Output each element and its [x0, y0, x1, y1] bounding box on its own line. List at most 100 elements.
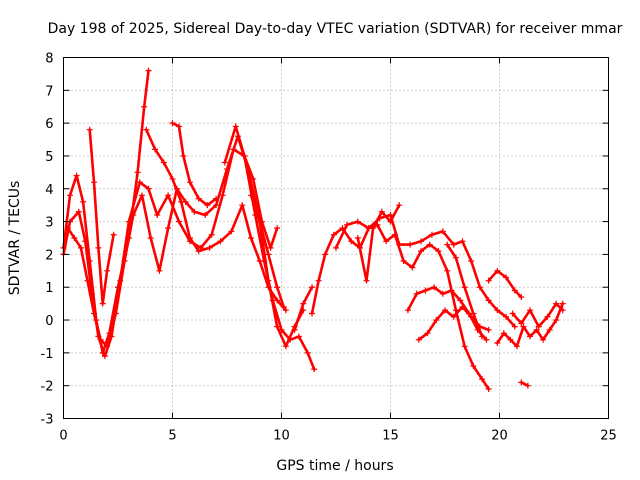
data-point	[553, 300, 560, 307]
data-point	[186, 235, 193, 241]
data-point	[84, 277, 91, 284]
data-point	[91, 310, 98, 317]
data-point	[433, 317, 440, 324]
data-point	[152, 146, 159, 153]
data-point	[404, 307, 411, 314]
data-point	[409, 264, 416, 271]
data-point	[147, 235, 154, 241]
data-point	[559, 307, 566, 314]
data-point	[459, 238, 466, 245]
data-point	[396, 241, 403, 248]
series-trace-19	[518, 379, 531, 389]
data-point	[208, 231, 215, 238]
data-point	[206, 244, 213, 251]
data-point	[540, 336, 547, 343]
data-point	[470, 310, 477, 317]
data-point	[186, 179, 193, 186]
x-tick-label: 5	[168, 429, 176, 444]
data-point	[333, 244, 339, 251]
data-point	[485, 326, 492, 333]
data-point	[470, 362, 477, 369]
data-point	[165, 225, 172, 232]
data-point	[280, 303, 287, 310]
data-point	[348, 238, 355, 245]
x-axis-label: GPS time / hours	[276, 458, 393, 474]
data-point	[169, 120, 176, 127]
data-point	[121, 257, 128, 264]
data-layer	[60, 67, 566, 392]
data-point	[363, 277, 370, 284]
data-point	[156, 267, 163, 274]
data-point	[224, 166, 230, 173]
data-point	[407, 241, 414, 248]
series-trace-7	[221, 123, 281, 251]
data-point	[176, 218, 183, 225]
data-point	[418, 248, 425, 255]
data-point	[232, 123, 239, 130]
y-tick-label: -3	[41, 413, 54, 428]
data-point	[544, 313, 551, 320]
data-point	[309, 310, 316, 317]
data-point	[165, 192, 172, 199]
data-point	[204, 202, 211, 209]
y-axis-label: SDTVAR / TECUs	[7, 181, 23, 296]
y-tick-label: 8	[45, 52, 53, 67]
data-point	[518, 320, 525, 327]
data-point	[450, 313, 457, 320]
data-point	[461, 284, 468, 291]
data-point	[507, 336, 514, 343]
series-line	[145, 128, 288, 312]
series-trace-13	[404, 284, 490, 343]
data-point	[524, 382, 531, 389]
data-point	[239, 202, 246, 209]
data-point	[110, 231, 117, 238]
series-line	[334, 213, 517, 328]
data-point	[503, 274, 510, 281]
data-point	[138, 192, 145, 199]
data-point	[426, 241, 433, 248]
data-point	[509, 310, 516, 317]
data-point	[134, 169, 141, 176]
data-point	[136, 179, 143, 186]
data-point	[457, 297, 464, 304]
data-point	[282, 307, 289, 314]
series-trace-8	[247, 192, 287, 310]
data-point	[274, 297, 281, 304]
data-point	[80, 198, 87, 205]
data-point	[444, 267, 451, 274]
data-point	[256, 257, 263, 264]
x-tick-label: 20	[491, 429, 508, 444]
series-trace-12	[354, 202, 403, 284]
data-point	[241, 152, 248, 159]
data-point	[418, 238, 425, 245]
data-point	[448, 287, 455, 294]
data-point	[459, 303, 466, 310]
data-point	[428, 231, 435, 238]
y-tick-label: 7	[45, 84, 53, 99]
data-point	[396, 202, 403, 209]
data-point	[330, 231, 337, 238]
data-point	[518, 294, 525, 301]
series-line	[310, 223, 490, 391]
data-point	[145, 185, 152, 192]
data-point	[450, 241, 457, 248]
data-point	[442, 307, 448, 314]
data-point	[479, 333, 486, 340]
data-point	[354, 235, 361, 241]
series-trace-16	[485, 267, 525, 301]
x-tick-label: 25	[600, 429, 617, 444]
data-point	[513, 343, 520, 350]
y-tick-label: 2	[45, 248, 53, 263]
data-point	[485, 385, 492, 392]
y-tick-label: 0	[45, 314, 53, 329]
data-point	[86, 126, 93, 133]
data-point	[535, 323, 542, 330]
data-point	[130, 212, 137, 219]
y-tick-label: 4	[45, 183, 53, 198]
data-point	[104, 267, 111, 274]
data-point	[213, 202, 220, 209]
data-point	[500, 330, 507, 337]
data-point	[265, 284, 272, 291]
data-point	[141, 103, 148, 110]
data-point	[383, 238, 390, 245]
